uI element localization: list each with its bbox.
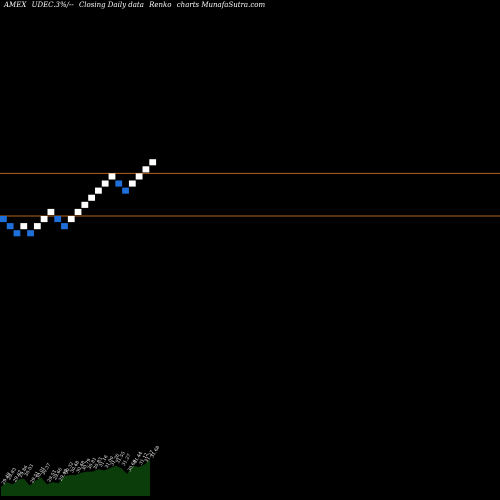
- volume-label: 30.68: [127, 459, 139, 473]
- exchange-label: AMEX: [4, 1, 27, 9]
- up-brick: [149, 159, 157, 166]
- volume-label: 31.55: [115, 451, 127, 465]
- volume-area: [1, 460, 150, 496]
- up-brick: [33, 223, 41, 230]
- down-brick: [61, 223, 68, 230]
- volume-label: 31.16: [98, 454, 110, 468]
- volume-label: 31.26: [109, 453, 121, 467]
- volume-label: 31.00: [104, 455, 116, 469]
- volume-label: 29.49: [58, 468, 70, 482]
- volume-label: 31.44: [132, 451, 144, 465]
- volume-label: 30.32: [64, 461, 76, 475]
- volume-label: 30.83: [92, 456, 104, 470]
- volume-label: 29.83: [6, 467, 18, 481]
- volume-label: 30.81: [87, 456, 99, 470]
- volume-label: 30.48: [69, 460, 81, 474]
- down-brick: [54, 216, 62, 223]
- down-brick: [122, 187, 129, 194]
- up-brick: [88, 194, 96, 201]
- up-brick: [40, 216, 48, 223]
- volume-label: 30.37: [41, 462, 53, 476]
- volume-label: 29.51: [29, 470, 41, 484]
- down-brick: [6, 223, 14, 230]
- description-label: Closing Daily data: [78, 1, 144, 9]
- down-brick: [0, 216, 7, 223]
- down-brick: [27, 230, 34, 237]
- up-brick: [108, 173, 116, 180]
- volume-label: 29.49: [1, 471, 13, 485]
- volume-label: 29.67: [12, 469, 24, 483]
- volume-label: 29.53: [46, 469, 58, 483]
- chart-title: AMEX UDEC.3%/-- Closing Daily data Renko…: [4, 1, 494, 9]
- up-brick: [128, 180, 136, 187]
- volume-label: 30.01: [35, 466, 47, 480]
- down-brick: [13, 230, 21, 237]
- up-brick: [95, 187, 102, 194]
- chart-kind-label: Renko: [149, 1, 172, 9]
- volume-label: 31.12: [138, 452, 150, 466]
- up-brick: [20, 223, 28, 230]
- symbol-label: UDEC.3%/--: [31, 1, 74, 9]
- up-brick: [135, 173, 143, 180]
- source-label: charts MunafaSutra.com: [176, 1, 266, 9]
- up-brick: [101, 180, 109, 187]
- volume-label: 29.66: [52, 467, 64, 481]
- down-brick: [115, 180, 123, 187]
- up-brick: [47, 208, 55, 215]
- volume-label: 30.79: [81, 458, 93, 472]
- up-brick: [74, 208, 82, 215]
- volume-label: 31.68: [150, 445, 162, 459]
- up-brick: [67, 216, 75, 223]
- volume-label: 30.48: [75, 460, 87, 474]
- up-brick: [142, 166, 150, 173]
- volume-label: 29.86: [18, 464, 30, 478]
- volume-label: 31.27: [121, 453, 133, 467]
- up-brick: [81, 201, 89, 208]
- volume-label: 31.27: [144, 449, 156, 463]
- volume-label: 30.03: [23, 463, 35, 477]
